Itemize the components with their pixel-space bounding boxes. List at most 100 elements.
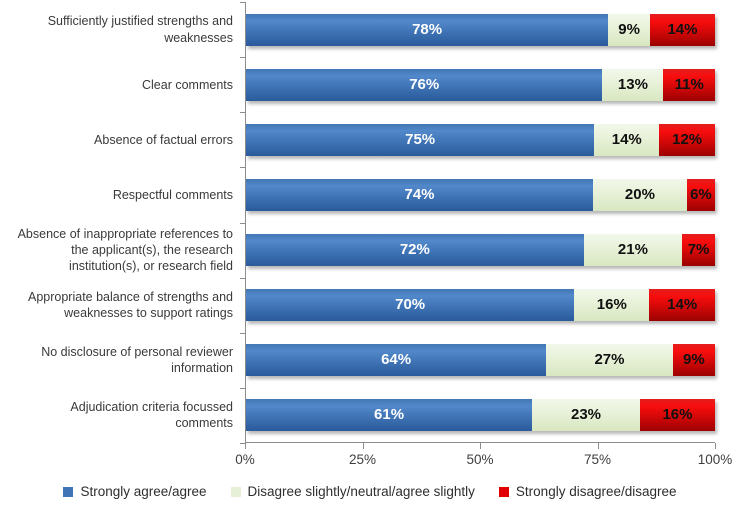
bar-row: 61% 23% 16% [246,387,715,442]
y-axis-tick [240,387,245,389]
value-label: 78% [412,21,443,38]
bar-segment-series-2: 9% [672,343,715,376]
value-label: 9% [683,351,705,368]
category-label: No disclosure of personal reviewer infor… [41,345,233,376]
value-label: 20% [624,186,655,203]
legend-label: Disagree slightly/neutral/agree slightly [247,484,475,499]
value-label: 61% [374,406,405,423]
stacked-bar: 76% 13% 11% [246,68,715,101]
value-label: 11% [674,76,704,93]
bar-segment-series-1: 13% [602,68,664,101]
legend-swatch-icon [63,486,74,497]
legend-item: Strongly agree/agree [63,484,207,499]
stacked-bar: 74% 20% 6% [246,178,715,211]
category-label: Absence of factual errors [94,132,233,147]
bar-segment-series-2: 6% [686,178,715,211]
value-label: 75% [405,131,436,148]
value-label: 27% [594,351,625,368]
category-label: Respectful comments [112,187,233,202]
x-axis-tick-label: 0% [235,452,255,467]
stacked-bar: 78% 9% 14% [246,13,715,46]
legend-label: Strongly disagree/disagree [515,484,677,499]
y-axis-tick [240,112,245,114]
x-axis-tick-label: 25% [348,452,377,467]
legend-item: Strongly disagree/disagree [498,484,677,499]
bar-row: 76% 13% 11% [246,57,715,112]
value-label: 23% [570,406,602,423]
x-axis-tick [597,443,599,449]
bar-segment-series-0: 64% [246,343,547,376]
x-axis-tick [362,443,364,449]
bar-segment-series-2: 14% [649,288,715,321]
y-axis-tick [240,277,245,279]
x-axis-tick-label: 75% [583,452,612,467]
x-axis-tick-label: 50% [466,452,494,467]
bar-segment-series-0: 76% [246,68,603,101]
bar-segment-series-1: 27% [546,343,673,376]
bar-row: 78% 9% 14% [246,2,715,57]
category-label: Absence of inappropriate references to t… [17,226,233,274]
value-label: 9% [618,21,640,38]
value-label: 14% [611,131,642,148]
value-label: 12% [672,131,703,148]
bar-segment-series-2: 16% [639,398,715,431]
stacked-bar: 61% 23% 16% [246,398,715,431]
bar-segment-series-0: 72% [246,233,584,266]
x-axis-tick [715,443,716,449]
value-label: 13% [617,76,648,93]
value-label: 21% [617,241,648,258]
category-label: Clear comments [142,77,233,92]
value-label: 72% [399,241,430,258]
y-axis-tick [240,2,245,3]
bar-segment-series-2: 7% [682,233,715,266]
value-label: 76% [409,76,440,93]
legend-swatch-icon [230,486,241,497]
bar-row: 70% 16% 14% [246,277,715,332]
bar-row: 75% 14% 12% [246,112,715,167]
bar-segment-series-0: 75% [246,123,595,156]
stacked-bar: 64% 27% 9% [246,343,715,376]
bar-segment-series-1: 21% [583,233,683,266]
category-label: Sufficiently justified strengths and wea… [47,14,233,45]
y-axis-tick [240,443,245,444]
bar-segment-series-2: 11% [663,68,715,101]
value-label: 16% [596,296,627,313]
bar-segment-series-1: 14% [594,123,660,156]
stacked-bar: 72% 21% 7% [246,233,715,266]
y-axis-tick [240,57,245,59]
stacked-bar: 70% 16% 14% [246,288,715,321]
legend-label: Strongly agree/agree [80,484,207,499]
bar-segment-series-0: 78% [246,13,609,46]
bar-segment-series-1: 23% [532,398,640,431]
category-labels: Sufficiently justified strengths and wea… [0,2,239,443]
bar-segment-series-1: 16% [574,288,650,321]
value-label: 16% [662,406,693,423]
bar-segment-series-0: 74% [246,178,594,211]
value-label: 14% [667,296,698,313]
value-label: 7% [687,241,710,258]
value-label: 6% [690,186,712,203]
category-label: Appropriate balance of strengths and wea… [28,289,233,321]
legend-item: Disagree slightly/neutral/agree slightly [230,484,475,499]
value-label: 70% [395,296,426,313]
x-axis-tick-label: 100% [697,452,733,467]
bar-segment-series-2: 14% [649,13,715,46]
y-axis-tick [240,167,245,169]
value-label: 64% [381,351,412,368]
x-axis-tick [245,443,246,449]
value-label: 74% [404,186,435,203]
plot-area: 78% 9% 14% 76% 13% 11% 75% 14% 12% 74% 20% 6% 72% 21%… [245,2,715,443]
bar-row: 64% 27% 9% [246,332,715,387]
legend-swatch-icon [498,486,509,497]
y-axis-tick [240,332,245,334]
legend: Strongly agree/agree Disagree slightly/ne… [0,484,740,499]
x-axis-tick [480,443,481,449]
bar-row: 72% 21% 7% [246,222,715,277]
category-label: Adjudication criteria focussed comments [70,400,233,431]
y-axis-tick [240,222,245,224]
bar-segment-series-1: 9% [608,13,650,46]
bar-segment-series-0: 70% [246,288,575,321]
bar-row: 74% 20% 6% [246,167,715,222]
bar-segment-series-1: 20% [593,178,687,211]
bar-segment-series-0: 61% [246,398,533,431]
